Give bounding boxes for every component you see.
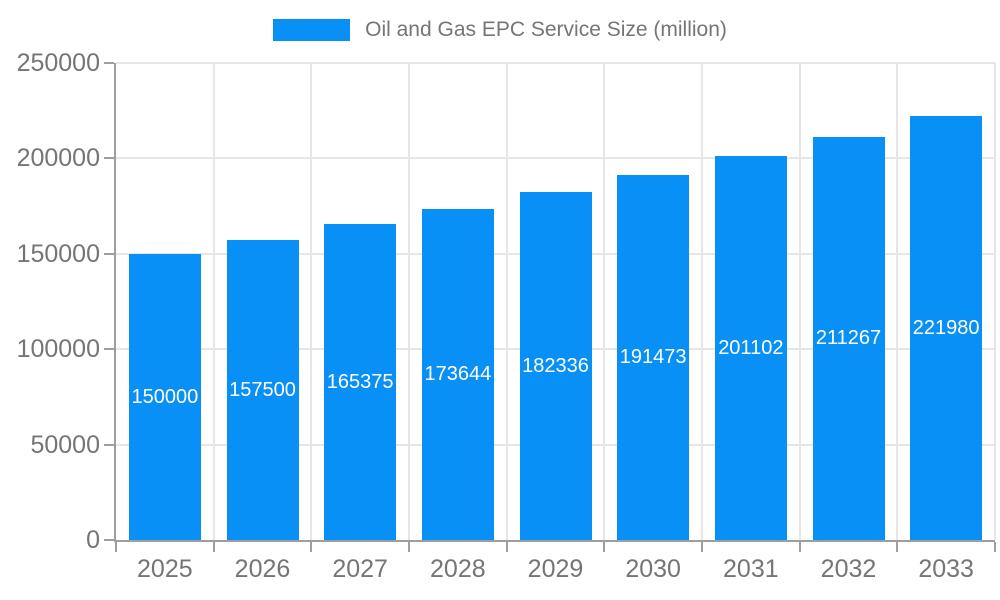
- v-gridline: [408, 63, 410, 540]
- bar-value-label: 191473: [619, 346, 687, 369]
- y-tick-mark: [104, 348, 114, 351]
- x-tick-mark: [994, 542, 996, 552]
- v-gridline: [212, 63, 215, 540]
- x-tick-mark: [896, 542, 899, 552]
- bar-value-label: 182336: [522, 355, 589, 378]
- y-tick-mark: [104, 252, 114, 255]
- v-gridline: [701, 63, 703, 540]
- bar: [226, 239, 299, 540]
- v-gridline: [603, 63, 606, 540]
- x-tick-label: 2032: [820, 555, 877, 583]
- x-tick-mark: [505, 542, 508, 552]
- y-tick-label: 100000: [16, 335, 100, 364]
- x-tick-mark: [212, 542, 215, 552]
- bar-value-label: 211267: [815, 327, 882, 350]
- y-tick-label: 0: [86, 526, 100, 554]
- x-tick-label: 2027: [332, 555, 388, 583]
- bar: [910, 116, 983, 540]
- bar: [617, 174, 690, 540]
- bar: [519, 192, 592, 540]
- y-tick-label: 250000: [16, 49, 100, 77]
- y-tick-label: 50000: [30, 430, 100, 459]
- v-gridline: [798, 63, 801, 540]
- h-gridline: [116, 62, 995, 64]
- x-tick-label: 2031: [723, 555, 779, 583]
- y-tick-mark: [104, 443, 114, 446]
- x-tick-label: 2029: [527, 555, 584, 583]
- legend-swatch: [273, 19, 351, 41]
- h-gridline: [116, 157, 995, 160]
- y-tick-label: 150000: [16, 239, 100, 268]
- bar-value-label: 221980: [912, 317, 980, 340]
- x-tick-label: 2028: [430, 555, 486, 583]
- bar: [324, 224, 397, 540]
- v-gridline: [994, 63, 996, 540]
- x-tick-label: 2033: [918, 555, 974, 583]
- x-tick-mark: [408, 542, 410, 552]
- bar-value-label: 165375: [326, 371, 394, 394]
- y-tick-label: 200000: [16, 144, 100, 173]
- v-gridline: [310, 63, 313, 540]
- bar: [714, 156, 787, 540]
- x-tick-mark: [603, 542, 606, 552]
- x-tick-label: 2030: [625, 555, 681, 583]
- x-tick-mark: [798, 542, 801, 552]
- x-tick-mark: [310, 542, 313, 552]
- x-tick-label: 2026: [234, 555, 291, 583]
- x-tick-label: 2025: [137, 555, 193, 583]
- v-gridline: [896, 63, 899, 540]
- x-tick-mark: [115, 542, 117, 552]
- plot-area: 0 50000 100000 150000 200000 250000 150000 2025…: [17, 49, 996, 583]
- bar-value-label: 201102: [718, 337, 784, 360]
- bar: [128, 253, 201, 540]
- x-tick-mark: [701, 542, 703, 552]
- y-tick-mark: [104, 157, 114, 160]
- y-tick-mark: [104, 539, 114, 541]
- bar-value-label: 157500: [229, 378, 296, 401]
- chart-legend: Oil and Gas EPC Service Size (million): [0, 18, 1000, 42]
- bar: [421, 208, 494, 540]
- bar-value-label: 150000: [131, 385, 199, 408]
- bar: [812, 136, 885, 540]
- v-gridline: [505, 63, 508, 540]
- legend-label: Oil and Gas EPC Service Size (million): [365, 18, 727, 41]
- y-tick-mark: [104, 62, 114, 64]
- bar-value-label: 173644: [424, 363, 492, 386]
